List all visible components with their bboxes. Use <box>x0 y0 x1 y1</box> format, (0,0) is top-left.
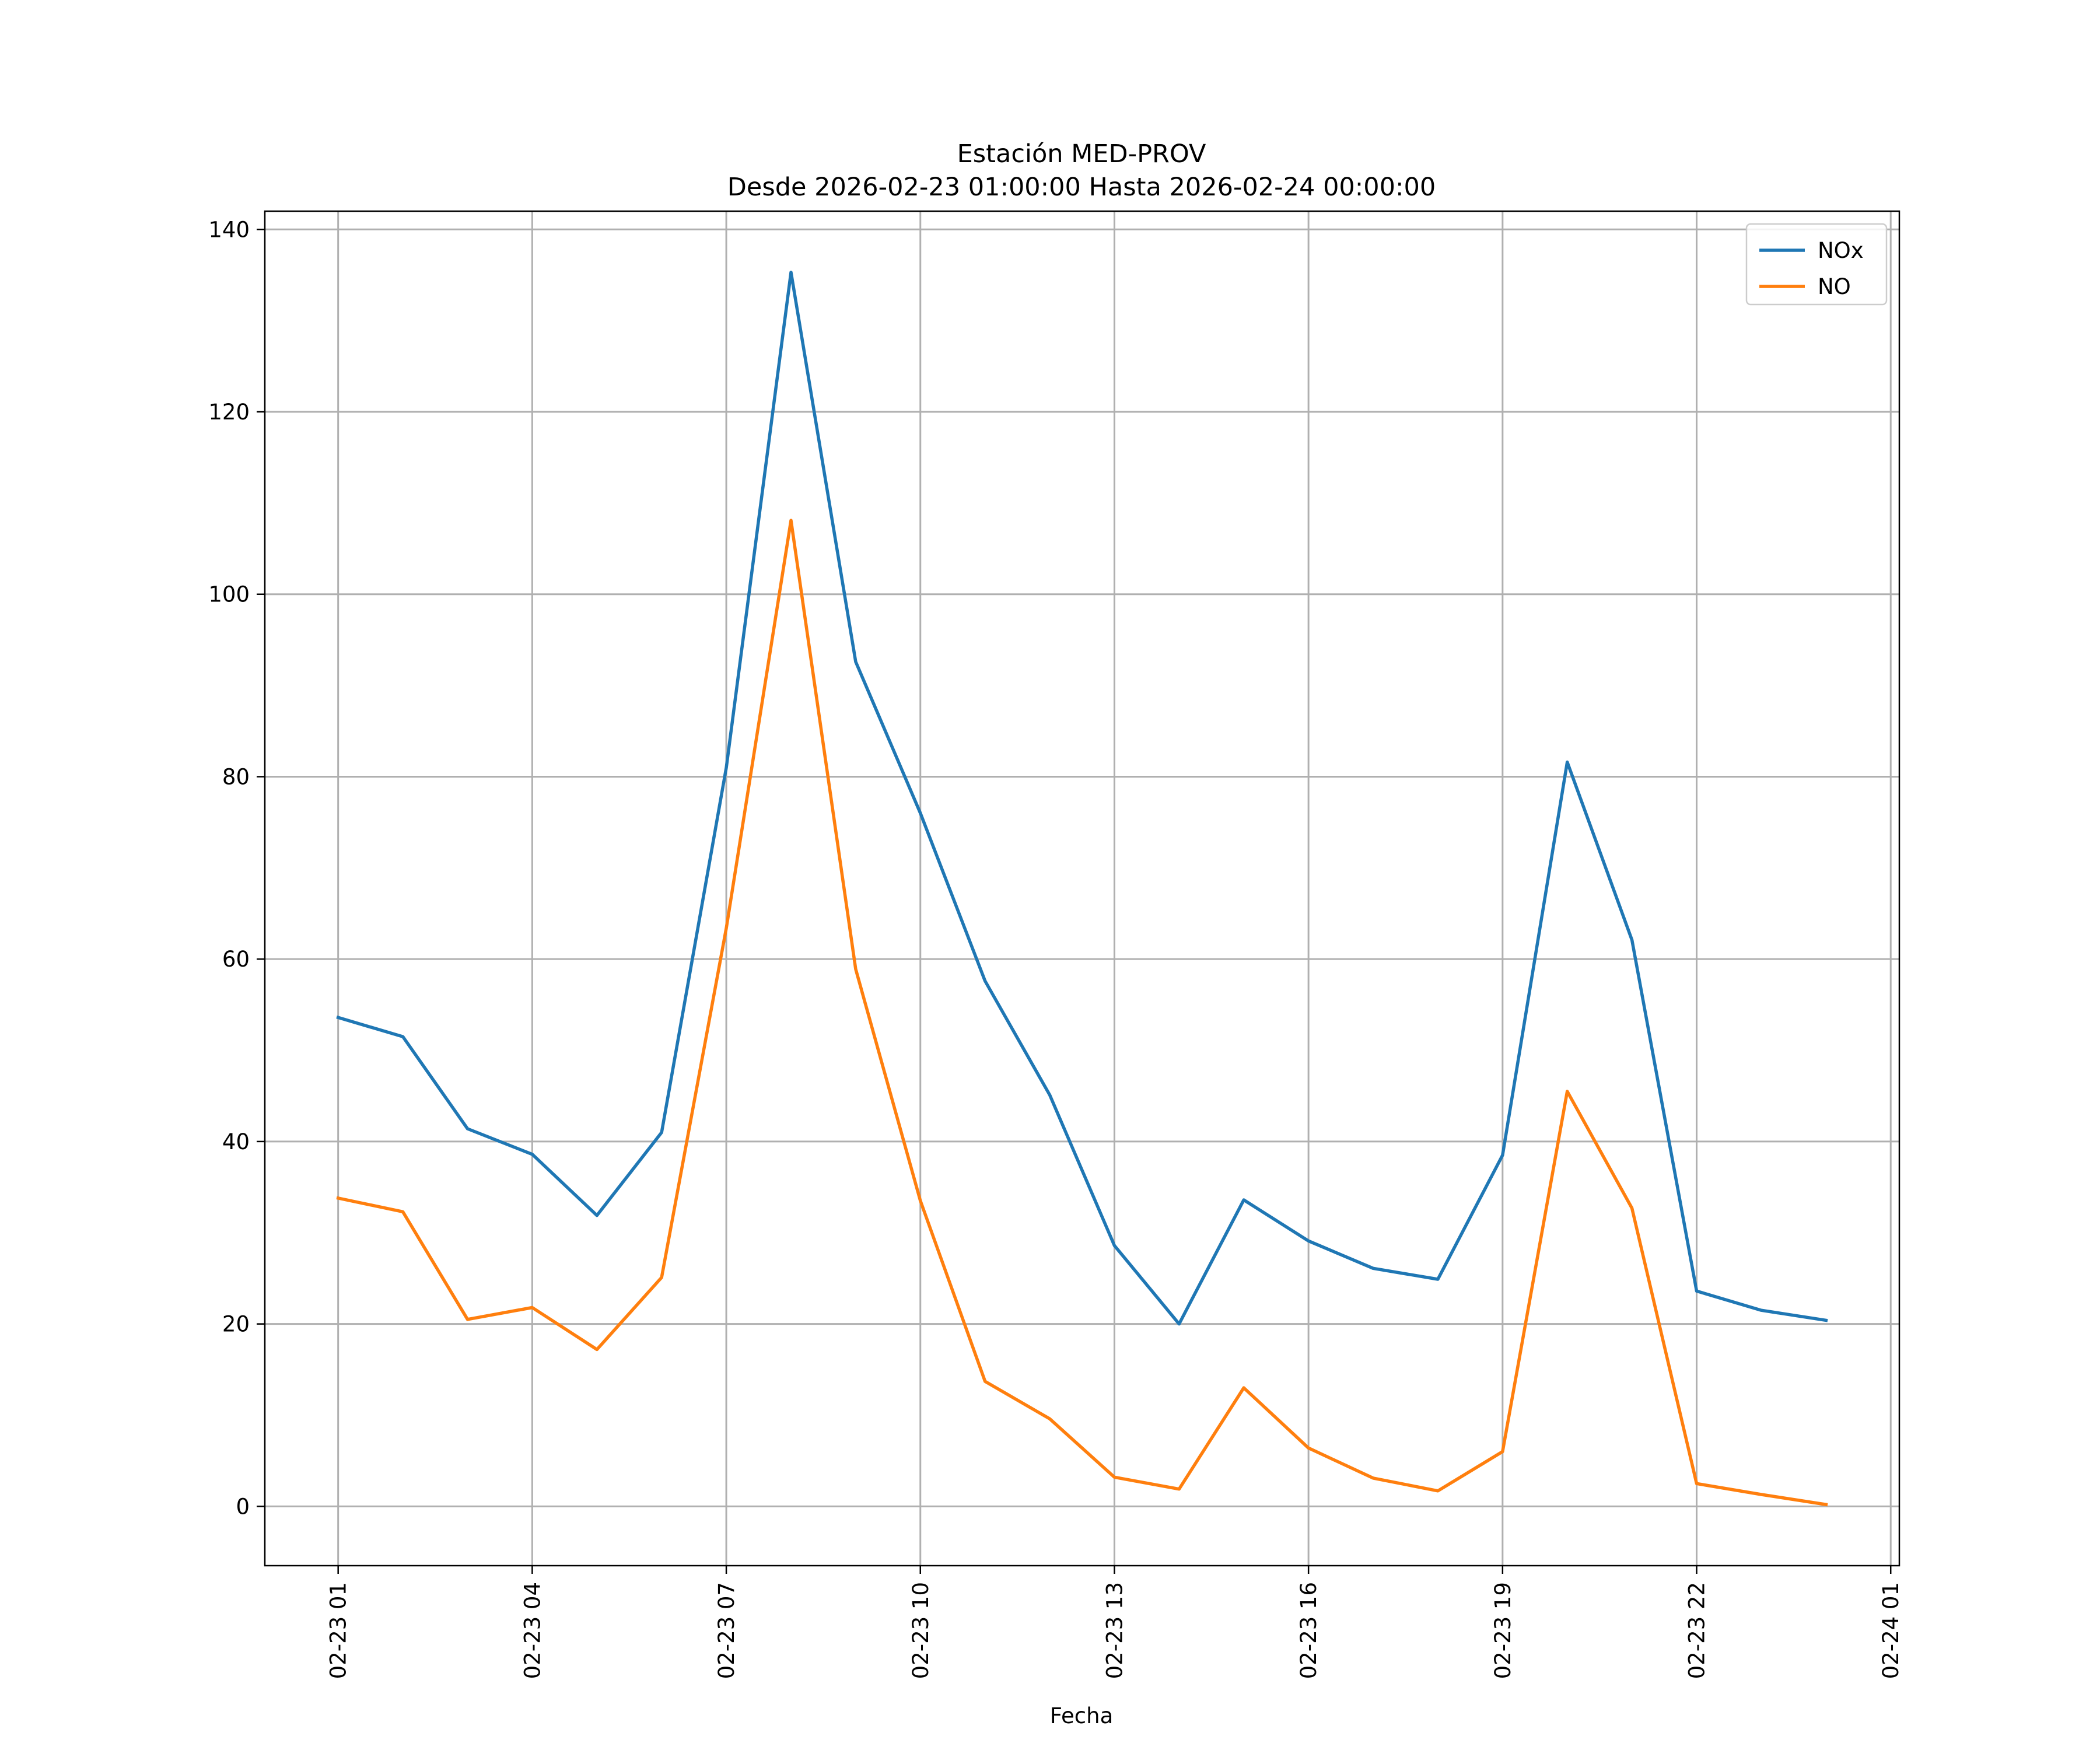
y-tick-label: 120 <box>208 400 250 425</box>
x-tick-label: 02-24 01 <box>1878 1582 1903 1679</box>
plot-series <box>336 271 1828 1507</box>
x-axis-label: Fecha <box>1050 1703 1114 1728</box>
y-axis: 0 20 40 60 80 100 120 140 <box>208 217 265 1519</box>
legend: NOx NO <box>1745 223 1888 306</box>
y-tick-label: 100 <box>208 582 250 607</box>
x-axis: 02-23 01 02-23 04 02-23 07 02-23 10 02-23 13… <box>326 1566 1903 1679</box>
y-tick-label: 60 <box>222 947 250 972</box>
chart-subtitle: Desde 2026-02-23 01:00:00 Hasta 2026-02-… <box>727 173 1436 202</box>
y-tick-label: 0 <box>236 1494 250 1519</box>
series-line-nox <box>336 271 1828 1326</box>
y-tick-label: 40 <box>222 1129 250 1154</box>
chart-title: Estación MED-PROV <box>957 139 1206 169</box>
y-tick-label: 140 <box>208 217 250 242</box>
x-tick-label: 02-23 16 <box>1296 1582 1321 1679</box>
legend-label-nox: NOx <box>1818 238 1864 263</box>
x-tick-label: 02-23 19 <box>1490 1582 1516 1679</box>
x-tick-label: 02-23 01 <box>326 1582 351 1679</box>
x-tick-label: 02-23 07 <box>714 1582 739 1679</box>
series-line-no <box>336 519 1828 1507</box>
grid <box>265 211 1899 1566</box>
legend-box <box>1745 223 1888 306</box>
x-tick-label: 02-23 13 <box>1102 1582 1127 1679</box>
y-tick-label: 80 <box>222 764 250 789</box>
plot-frame <box>264 210 1901 1567</box>
y-tick-label: 20 <box>222 1312 250 1337</box>
legend-label-no: NO <box>1818 274 1851 299</box>
x-tick-label: 02-23 22 <box>1685 1582 1710 1679</box>
x-tick-label: 02-23 10 <box>908 1582 933 1679</box>
x-tick-label: 02-23 04 <box>520 1582 545 1679</box>
